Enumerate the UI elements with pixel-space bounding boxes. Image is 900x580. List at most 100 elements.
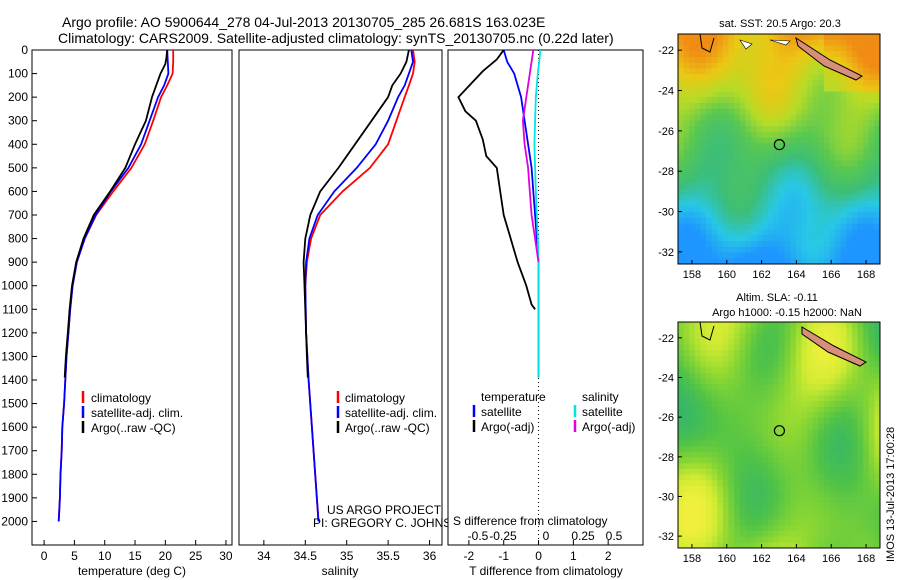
heatmap-cell bbox=[745, 183, 752, 190]
heatmap-cell bbox=[745, 367, 752, 374]
heatmap-cell bbox=[717, 34, 724, 41]
heatmap-cell bbox=[767, 189, 774, 196]
heatmap-cell bbox=[857, 327, 864, 334]
heatmap-cell bbox=[694, 97, 701, 104]
heatmap-cell bbox=[812, 97, 819, 104]
heatmap-cell bbox=[700, 536, 707, 543]
heatmap-cell bbox=[784, 114, 791, 121]
heatmap-cell bbox=[823, 519, 830, 526]
heatmap-cell bbox=[734, 206, 741, 213]
heatmap-cell bbox=[722, 149, 729, 156]
heatmap-cell bbox=[717, 114, 724, 121]
heatmap-cell bbox=[784, 229, 791, 236]
heatmap-cell bbox=[694, 80, 701, 87]
heatmap-cell bbox=[829, 97, 836, 104]
heatmap-cell bbox=[689, 177, 696, 184]
heatmap-cell bbox=[773, 480, 780, 487]
heatmap-cell bbox=[739, 108, 746, 115]
heatmap-cell bbox=[835, 172, 842, 179]
heatmap-cell bbox=[874, 97, 881, 104]
heatmap-cell bbox=[706, 497, 713, 504]
heatmap-cell bbox=[773, 218, 780, 225]
heatmap-cell bbox=[840, 497, 847, 504]
heatmap-cell bbox=[835, 195, 842, 202]
heatmap-cell bbox=[812, 344, 819, 351]
heatmap-cell bbox=[739, 531, 746, 538]
heatmap-cell bbox=[734, 229, 741, 236]
heatmap-cell bbox=[790, 536, 797, 543]
heatmap-cell bbox=[678, 212, 685, 219]
heatmap-cell bbox=[812, 91, 819, 98]
heatmap-cell bbox=[807, 126, 814, 133]
heatmap-cell bbox=[734, 160, 741, 167]
heatmap-cell bbox=[739, 160, 746, 167]
heatmap-cell bbox=[812, 355, 819, 362]
heatmap-cell bbox=[734, 338, 741, 345]
heatmap-cell bbox=[678, 166, 685, 173]
heatmap-cell bbox=[784, 258, 791, 265]
heatmap-cell bbox=[773, 355, 780, 362]
heatmap-cell bbox=[762, 137, 769, 144]
heatmap-cell bbox=[711, 327, 718, 334]
sla-map-frame bbox=[677, 321, 881, 549]
heatmap-cell bbox=[756, 361, 763, 368]
heatmap-cell bbox=[790, 395, 797, 402]
heatmap-cell bbox=[750, 367, 757, 374]
heatmap-cell bbox=[683, 491, 690, 498]
heatmap-cell bbox=[840, 525, 847, 532]
heatmap-cell bbox=[801, 531, 808, 538]
heatmap-cell bbox=[706, 480, 713, 487]
heatmap-cell bbox=[711, 51, 718, 58]
heatmap-cell bbox=[767, 435, 774, 442]
heatmap-cell bbox=[773, 189, 780, 196]
heatmap-cell bbox=[795, 154, 802, 161]
heatmap-cell bbox=[874, 212, 881, 219]
heatmap-cell bbox=[717, 166, 724, 173]
new-caledonia-landmass bbox=[801, 326, 867, 367]
heatmap-cell bbox=[689, 322, 696, 329]
heatmap-cell bbox=[863, 212, 870, 219]
heatmap-cell bbox=[863, 378, 870, 385]
heatmap-cell bbox=[823, 401, 830, 408]
heatmap-cell bbox=[795, 406, 802, 413]
heatmap-cell bbox=[717, 327, 724, 334]
heatmap-cell bbox=[728, 333, 735, 340]
heatmap-cell bbox=[818, 502, 825, 509]
heatmap-cell bbox=[767, 143, 774, 150]
heatmap-cell bbox=[745, 229, 752, 236]
heatmap-cell bbox=[857, 367, 864, 374]
heatmap-cell bbox=[728, 126, 735, 133]
heatmap-cell bbox=[750, 338, 757, 345]
heatmap-cell bbox=[706, 39, 713, 46]
heatmap-cell bbox=[784, 137, 791, 144]
heatmap-cell bbox=[851, 508, 858, 515]
heatmap-cell bbox=[779, 85, 786, 92]
heatmap-cell bbox=[762, 154, 769, 161]
difference-legend: temperature salinity satellite Argo(-adj… bbox=[472, 390, 635, 434]
heatmap-cell bbox=[823, 497, 830, 504]
heatmap-cell bbox=[846, 241, 853, 248]
heatmap-cell bbox=[846, 51, 853, 58]
heatmap-cell bbox=[851, 497, 858, 504]
heatmap-cell bbox=[779, 177, 786, 184]
heatmap-cell bbox=[795, 206, 802, 213]
heatmap-cell bbox=[700, 80, 707, 87]
heatmap-cell bbox=[700, 258, 707, 265]
heatmap-cell bbox=[851, 451, 858, 458]
heatmap-cell bbox=[801, 241, 808, 248]
heatmap-cell bbox=[745, 74, 752, 81]
heatmap-cell bbox=[689, 206, 696, 213]
heatmap-cell bbox=[857, 412, 864, 419]
heatmap-cell bbox=[773, 34, 780, 41]
heatmap-cell bbox=[851, 463, 858, 470]
heatmap-cell bbox=[795, 241, 802, 248]
heatmap-cell bbox=[807, 154, 814, 161]
heatmap-cell bbox=[863, 189, 870, 196]
heatmap-cell bbox=[706, 389, 713, 396]
heatmap-cell bbox=[694, 120, 701, 127]
heatmap-cell bbox=[823, 85, 830, 92]
heatmap-cell bbox=[694, 166, 701, 173]
heatmap-cell bbox=[857, 91, 864, 98]
heatmap-cell bbox=[739, 131, 746, 138]
heatmap-cell bbox=[767, 514, 774, 521]
